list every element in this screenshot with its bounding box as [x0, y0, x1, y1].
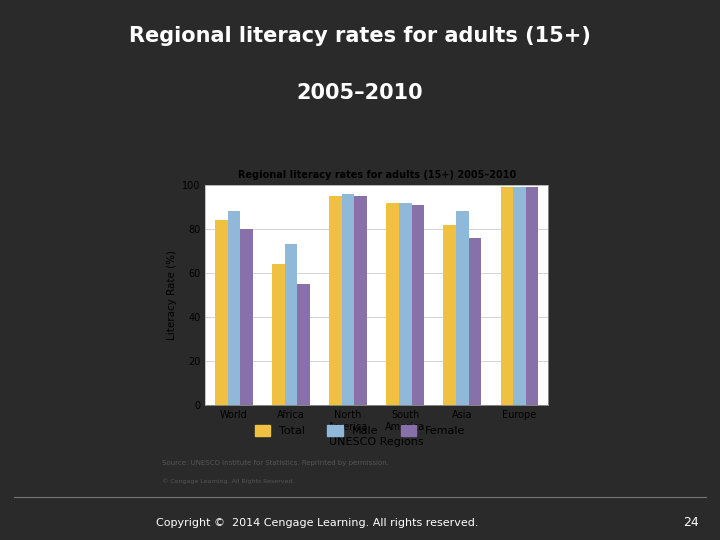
Bar [272, 264, 285, 405]
Text: Source: UNESCO Institute for Statistics. Reprinted by permission.: Source: UNESCO Institute for Statistics.… [163, 460, 390, 466]
Bar [215, 220, 228, 405]
Text: 24: 24 [683, 516, 699, 530]
Bar [240, 229, 253, 405]
Bar [329, 196, 342, 405]
Bar [412, 205, 424, 405]
Bar [399, 202, 412, 405]
Bar [228, 211, 240, 405]
Bar [456, 211, 469, 405]
Bar [469, 238, 481, 405]
Bar [500, 187, 513, 405]
Bar [285, 245, 297, 405]
X-axis label: UNESCO Regions: UNESCO Regions [329, 437, 424, 447]
Legend: Total, Male, Female: Total, Male, Female [255, 426, 465, 436]
Bar [354, 196, 367, 405]
Text: 2005–2010: 2005–2010 [297, 83, 423, 103]
Bar [387, 202, 399, 405]
Bar [513, 187, 526, 405]
Bar [526, 187, 539, 405]
Bar [342, 194, 354, 405]
Text: © Cengage Learning. All Rights Reserved.: © Cengage Learning. All Rights Reserved. [163, 478, 294, 484]
Text: Copyright ©  2014 Cengage Learning. All rights reserved.: Copyright © 2014 Cengage Learning. All r… [156, 518, 478, 528]
Text: Regional literacy rates for adults (15+): Regional literacy rates for adults (15+) [129, 25, 591, 46]
Y-axis label: Literacy Rate (%): Literacy Rate (%) [167, 250, 176, 340]
Title: Regional literacy rates for adults (15+) 2005–2010: Regional literacy rates for adults (15+)… [238, 170, 516, 180]
Bar [297, 284, 310, 405]
Bar [444, 225, 456, 405]
